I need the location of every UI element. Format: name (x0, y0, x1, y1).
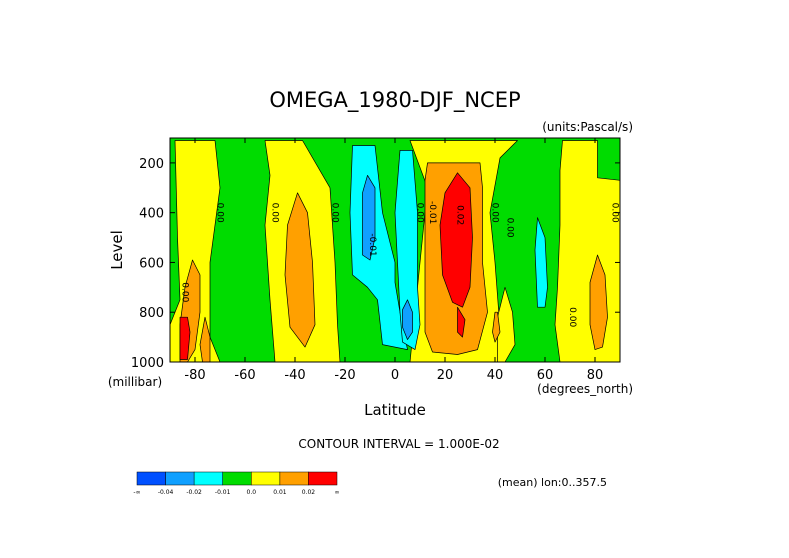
x-tick-label-2: -40 (284, 368, 305, 383)
colorbar-label-7: ∞ (335, 489, 340, 496)
contour-label-5: 0.00 (415, 203, 425, 223)
plot-area: 0.000.00 0.00 0.00-0.010.00 -0.01 0.02 0.000.… (131, 137, 621, 383)
contour-region-15 (394, 150, 421, 350)
y-axis-label: Level (108, 230, 126, 270)
x-tick-label-8: 80 (587, 368, 604, 383)
x-axis: -80 -60 -40 -20 0 20 40 60 80 (184, 138, 603, 383)
contour-label-3: 0.00 (330, 203, 340, 223)
contour-label-0: 0.00 (180, 282, 190, 302)
x-tick-label-5: 20 (437, 368, 454, 383)
contour-region-9 (492, 311, 501, 343)
contour-region-17 (362, 174, 376, 261)
colorbar-swatch-1 (165, 471, 195, 486)
contour-region-18 (402, 299, 413, 340)
contour-region-10 (589, 254, 608, 350)
colorbar-swatch-6 (308, 471, 338, 486)
chart-title: OMEGA_1980-DJF_NCEP (269, 88, 520, 113)
contour-regions (169, 140, 621, 363)
mean-lon-note: (mean) lon:0..357.5 (498, 476, 607, 489)
contour-label-7: 0.02 (455, 205, 465, 225)
x-tick-label-1: -60 (234, 368, 255, 383)
x-tick-label-7: 60 (537, 368, 554, 383)
colorbar: -∞ -0.04 -0.02 -0.01 0.0 0.01 0.02 ∞ (133, 471, 340, 496)
contour-region-11 (439, 172, 473, 308)
colorbar-swatch-4 (251, 471, 281, 486)
x-tick-label-3: -20 (334, 368, 355, 383)
contour-region-13 (179, 316, 191, 360)
y-tick-label-0: 200 (139, 157, 164, 172)
x-tick-label-4: 0 (391, 368, 399, 383)
contour-region-16 (534, 217, 548, 308)
colorbar-swatch-3 (222, 471, 252, 486)
y-tick-label-1: 400 (139, 207, 164, 222)
y-tick-label-4: 1000 (131, 356, 164, 371)
contour-label-9: 0.00 (505, 218, 515, 238)
x-units-label: (degrees_north) (537, 382, 633, 396)
contour-label-6: -0.01 (427, 201, 437, 224)
y-tick-label-2: 600 (139, 256, 164, 271)
y-units-label: (millibar) (108, 375, 162, 389)
colorbar-swatch-2 (193, 471, 223, 486)
contour-label-11: 0.00 (610, 203, 620, 223)
contour-labels: 0.000.00 0.00 0.00-0.010.00 -0.01 0.02 0.000.… (180, 201, 620, 327)
contour-region-7 (284, 192, 316, 348)
y-axis: 200 400 600 800 1000 (131, 157, 620, 371)
colorbar-label-6: 0.02 (302, 489, 316, 496)
colorbar-label-4: 0.0 (247, 489, 257, 496)
x-axis-label: Latitude (364, 401, 426, 419)
contour-label-8: 0.00 (490, 203, 500, 223)
contour-label-2: 0.00 (270, 203, 280, 223)
contour-label-10: 0.00 (567, 307, 577, 327)
contour-interval-text: CONTOUR INTERVAL = 1.000E-02 (298, 437, 499, 451)
colorbar-label-2: -0.02 (186, 489, 202, 496)
colorbar-label-1: -0.04 (158, 489, 174, 496)
y-tick-label-3: 800 (139, 306, 164, 321)
colorbar-swatch-5 (279, 471, 309, 486)
colorbar-label-0: -∞ (133, 489, 140, 496)
x-tick-label-6: 40 (487, 368, 504, 383)
contour-label-4: -0.01 (367, 233, 377, 256)
colorbar-swatch-0 (136, 471, 166, 486)
units-label: (units:Pascal/s) (542, 120, 633, 134)
colorbar-label-3: -0.01 (215, 489, 231, 496)
colorbar-label-5: 0.01 (273, 489, 287, 496)
contour-label-1: 0.00 (215, 203, 225, 223)
x-tick-label-0: -80 (184, 368, 205, 383)
contour-region-12 (457, 306, 466, 338)
